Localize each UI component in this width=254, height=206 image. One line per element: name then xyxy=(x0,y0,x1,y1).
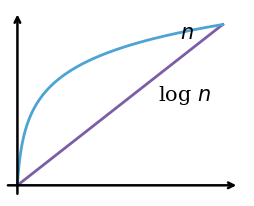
Text: log $n$: log $n$ xyxy=(157,84,210,107)
Text: $n$: $n$ xyxy=(179,24,193,42)
